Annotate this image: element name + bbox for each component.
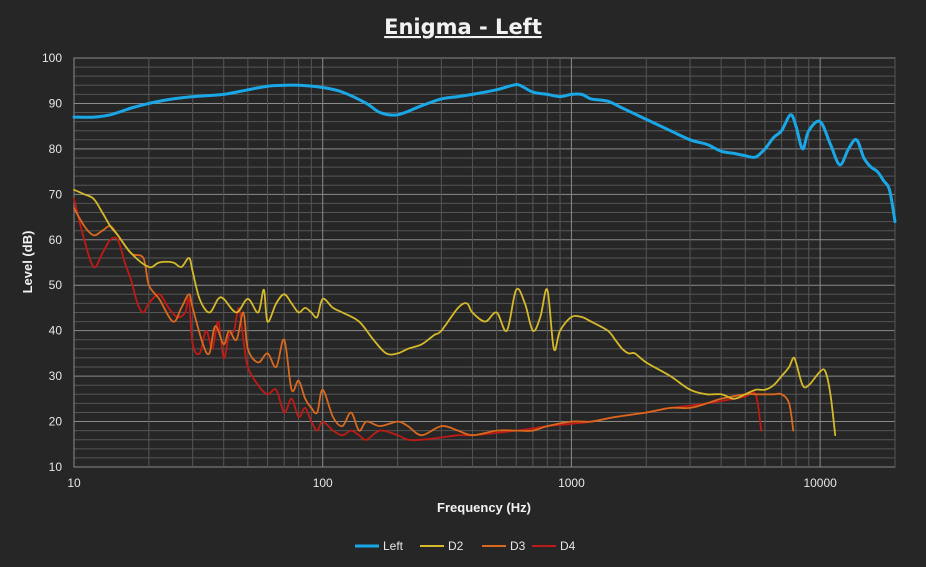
- y-tick-label: 70: [49, 187, 63, 201]
- series-lines: [72, 83, 897, 442]
- y-axis-ticks: 10 20 30 40 50 60 70 80 90 100: [42, 51, 62, 474]
- legend-label-d2: D2: [448, 539, 464, 553]
- x-tick-label: 10: [67, 476, 81, 490]
- chart-title: Enigma - Left: [384, 15, 542, 39]
- y-tick-label: 40: [49, 324, 63, 338]
- y-tick-label: 10: [49, 460, 63, 474]
- legend-label-d4: D4: [560, 539, 576, 553]
- legend: Left D2 D3 D4: [355, 539, 576, 553]
- y-tick-label: 60: [49, 233, 63, 247]
- y-tick-label: 90: [49, 96, 63, 110]
- y-tick-label: 100: [42, 51, 62, 65]
- y-axis-title: Level (dB): [20, 231, 35, 294]
- x-axis-ticks: 10 100 1000 10000: [67, 476, 837, 490]
- x-tick-label: 1000: [558, 476, 585, 490]
- x-axis-title: Frequency (Hz): [437, 500, 531, 515]
- y-tick-label: 30: [49, 369, 63, 383]
- y-tick-label: 50: [49, 278, 63, 292]
- x-tick-label: 100: [313, 476, 333, 490]
- series-line-d3: [73, 207, 795, 437]
- legend-label-d3: D3: [510, 539, 526, 553]
- legend-label-left: Left: [383, 539, 404, 553]
- y-tick-label: 80: [49, 142, 63, 156]
- series-line-d2: [73, 188, 837, 437]
- x-tick-label: 10000: [803, 476, 837, 490]
- series-line-left: [72, 83, 897, 224]
- y-tick-label: 20: [49, 415, 63, 429]
